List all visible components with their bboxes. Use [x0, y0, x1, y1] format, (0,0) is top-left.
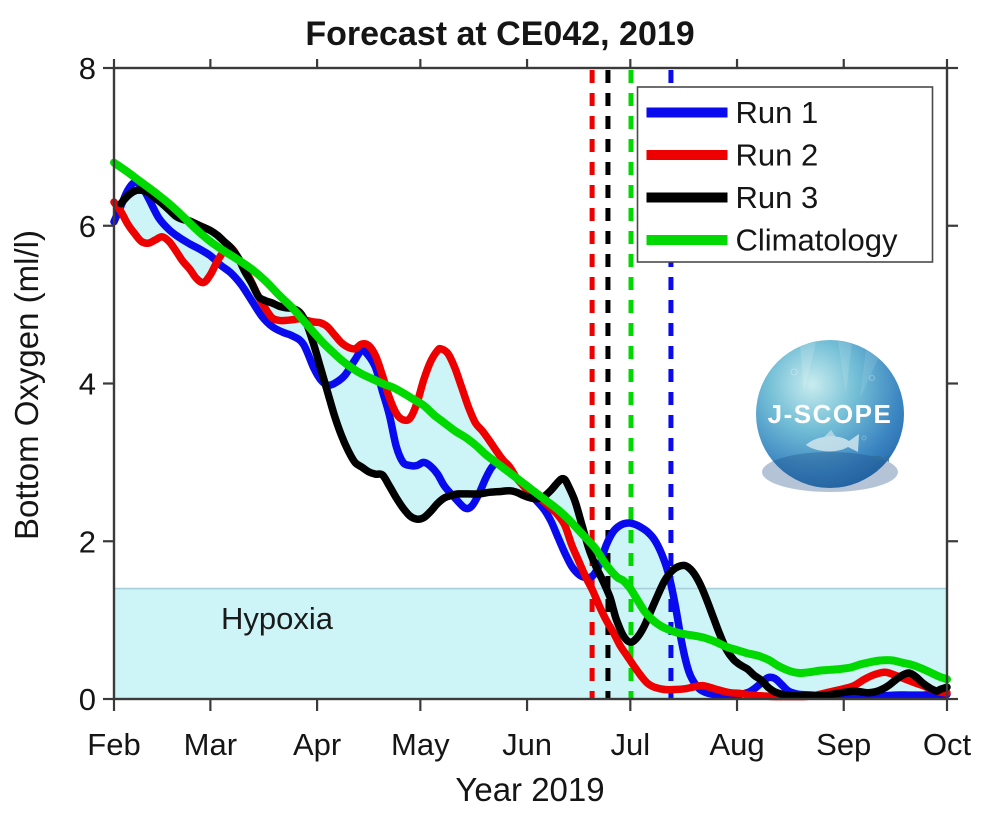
x-tick-label: Mar: [184, 727, 237, 762]
hypoxia-band: [114, 588, 947, 699]
hypoxia-label: Hypoxia: [221, 601, 334, 636]
x-tick-label: Sep: [816, 727, 871, 762]
y-tick-label: 0: [79, 682, 96, 717]
x-axis-label: Year 2019: [455, 771, 604, 808]
tick-labels: Feb Mar Apr May Jun Jul Aug Sep Oct 0 2 4 6 8: [79, 51, 972, 762]
logo-bubble: [790, 368, 798, 376]
x-tick-label: May: [391, 727, 450, 762]
x-tick-label: Aug: [709, 727, 764, 762]
logo-text: J-SCOPE: [768, 399, 893, 429]
legend-label-run-2: Run 2: [736, 138, 819, 173]
x-tick-label: Jun: [502, 727, 552, 762]
y-tick-label: 6: [79, 209, 96, 244]
series-line-climatology: [110, 158, 951, 684]
logo-bubble: [861, 435, 867, 441]
chart-title: Forecast at CE042, 2019: [305, 15, 694, 53]
logo-light-ray: [838, 341, 852, 394]
x-tick-label: Jul: [611, 727, 651, 762]
y-tick-label: 4: [79, 367, 96, 402]
axes: [103, 59, 958, 711]
logo-light-ray: [860, 350, 879, 398]
logo-seafloor-shade: [762, 452, 898, 492]
logo-bubble: [869, 375, 875, 381]
legend-label-run-1: Run 1: [736, 95, 819, 130]
legend-label-run-3: Run 3: [736, 180, 819, 215]
y-tick-label: 2: [79, 524, 96, 559]
x-tick-label: Feb: [87, 727, 140, 762]
x-tick-label: Apr: [293, 727, 341, 762]
series-lines: [110, 158, 951, 701]
logo-circle: [756, 340, 904, 488]
logo-fish-fin: [824, 430, 836, 437]
y-tick-label: 8: [79, 51, 96, 86]
logo-small-fish: [870, 455, 889, 462]
y-axis-label: Bottom Oxygen (ml/l): [8, 230, 45, 540]
legend-label-climatology: Climatology: [736, 223, 898, 258]
logo-light-ray: [800, 342, 816, 392]
jscope-logo: J-SCOPE: [756, 340, 904, 492]
logo-fish: [806, 434, 859, 452]
legend: Run 1 Run 2 Run 3 Climatology: [636, 86, 934, 263]
x-tick-label: Oct: [923, 727, 972, 762]
